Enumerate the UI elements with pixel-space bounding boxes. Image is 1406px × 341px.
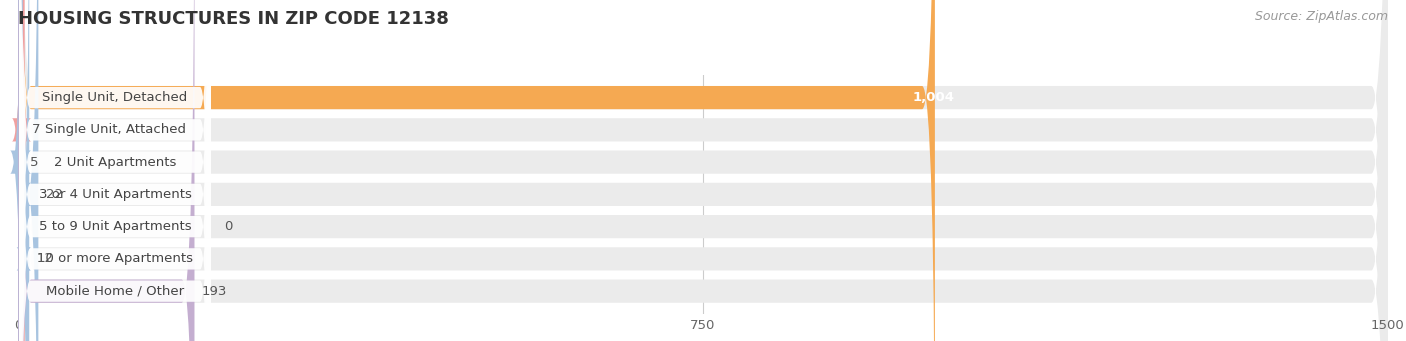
Text: Source: ZipAtlas.com: Source: ZipAtlas.com [1254, 10, 1388, 23]
Text: 12: 12 [37, 252, 53, 265]
Text: 0: 0 [224, 220, 232, 233]
FancyBboxPatch shape [18, 0, 1388, 341]
Text: 193: 193 [202, 285, 228, 298]
FancyBboxPatch shape [18, 0, 1388, 341]
Text: Mobile Home / Other: Mobile Home / Other [46, 285, 184, 298]
Text: 1,004: 1,004 [912, 91, 955, 104]
FancyBboxPatch shape [18, 0, 194, 341]
FancyBboxPatch shape [18, 0, 935, 341]
FancyBboxPatch shape [17, 0, 31, 341]
FancyBboxPatch shape [20, 0, 211, 341]
FancyBboxPatch shape [18, 0, 38, 341]
Text: 5: 5 [30, 155, 38, 168]
FancyBboxPatch shape [18, 0, 1388, 341]
FancyBboxPatch shape [20, 0, 211, 341]
Text: Single Unit, Detached: Single Unit, Detached [42, 91, 187, 104]
FancyBboxPatch shape [20, 0, 211, 341]
Text: 10 or more Apartments: 10 or more Apartments [37, 252, 193, 265]
Text: 22: 22 [45, 188, 63, 201]
FancyBboxPatch shape [20, 0, 211, 341]
FancyBboxPatch shape [18, 0, 1388, 341]
FancyBboxPatch shape [10, 0, 31, 341]
FancyBboxPatch shape [18, 0, 1388, 341]
Text: HOUSING STRUCTURES IN ZIP CODE 12138: HOUSING STRUCTURES IN ZIP CODE 12138 [18, 10, 449, 28]
FancyBboxPatch shape [11, 0, 31, 341]
FancyBboxPatch shape [18, 0, 1388, 341]
Text: 3 or 4 Unit Apartments: 3 or 4 Unit Apartments [38, 188, 191, 201]
Text: 5 to 9 Unit Apartments: 5 to 9 Unit Apartments [39, 220, 191, 233]
FancyBboxPatch shape [20, 0, 211, 341]
FancyBboxPatch shape [20, 0, 211, 341]
FancyBboxPatch shape [20, 0, 211, 341]
Text: Single Unit, Attached: Single Unit, Attached [45, 123, 186, 136]
Text: 2 Unit Apartments: 2 Unit Apartments [53, 155, 176, 168]
Text: 7: 7 [32, 123, 41, 136]
FancyBboxPatch shape [18, 0, 1388, 341]
